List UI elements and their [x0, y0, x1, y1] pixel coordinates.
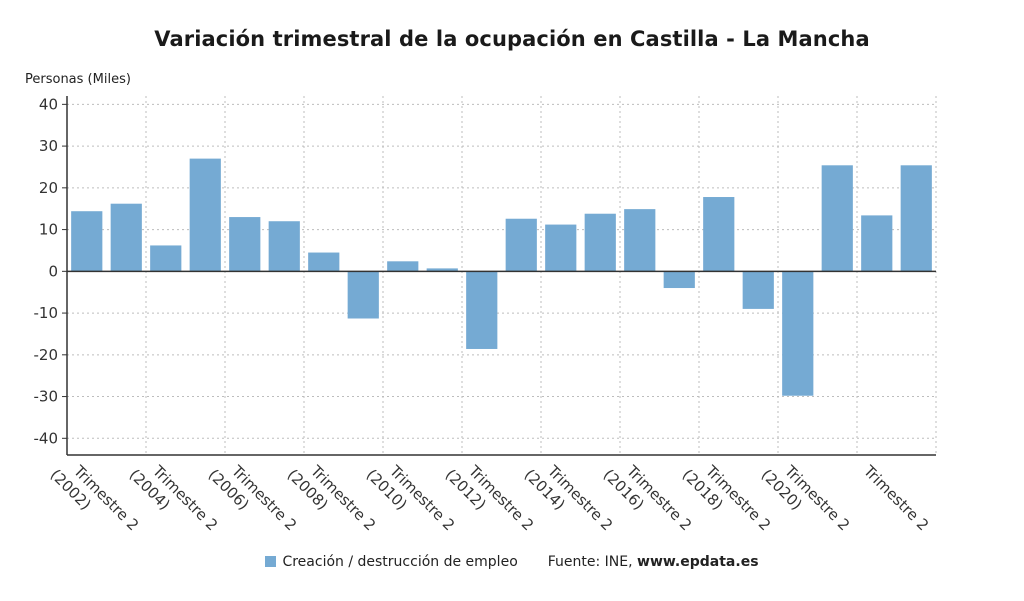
bar — [861, 215, 893, 272]
bar — [663, 271, 695, 289]
bar — [742, 271, 774, 309]
x-tick-label: Trimestre 2(2012) — [442, 461, 538, 534]
x-tick-label: Trimestre 2(2006) — [205, 461, 301, 534]
y-tick-label: 30 — [39, 137, 58, 155]
y-tick-label: 10 — [39, 221, 58, 239]
source-link[interactable]: www.epdata.es — [637, 554, 759, 570]
bar — [466, 271, 498, 349]
legend: Creación / destrucción de empleo Fuente: … — [0, 554, 1024, 570]
bar — [308, 252, 340, 272]
bar — [110, 203, 142, 272]
x-tick-label: Trimestre 2(2018) — [679, 461, 775, 534]
y-tick-label: -10 — [34, 304, 59, 322]
bar — [150, 245, 182, 272]
legend-series-label: Creación / destrucción de empleo — [282, 554, 518, 570]
y-axis-unit-label: Personas (Miles) — [25, 72, 131, 87]
x-tick-label: Trimestre 2(2014) — [521, 461, 617, 534]
x-tick-label-line1: Trimestre 2 — [859, 461, 932, 534]
y-tick-labels: 40 30 20 10 0 -10 -20 -30 -40 — [34, 95, 59, 447]
bar — [268, 221, 300, 272]
bar — [505, 218, 537, 272]
x-tick-label: Trimestre 2(2004) — [126, 461, 222, 534]
bar — [782, 271, 814, 396]
bar — [900, 165, 932, 272]
bars — [71, 158, 932, 396]
bar — [347, 271, 379, 319]
bar — [229, 217, 261, 272]
x-tick-label: Trimestre 2(2020) — [758, 461, 854, 534]
legend-swatch — [265, 556, 277, 567]
bar — [189, 158, 221, 272]
x-tick-labels: Trimestre 2(2002) Trimestre 2(2004) Trimes… — [47, 461, 933, 534]
y-tick-label: -40 — [34, 429, 59, 447]
source-prefix: Fuente: INE, — [547, 554, 638, 570]
chart-title: Variación trimestral de la ocupación en … — [154, 27, 870, 51]
y-tick-label: -30 — [34, 388, 59, 406]
x-tick-label: Trimestre 2(2008) — [284, 461, 380, 534]
bar — [71, 211, 103, 272]
y-tick-label: -20 — [34, 346, 59, 364]
bar — [387, 261, 419, 272]
y-tick-label: 20 — [39, 179, 58, 197]
bar — [821, 165, 853, 272]
axes — [62, 96, 936, 456]
y-tick-label: 0 — [48, 262, 58, 280]
x-tick-label: Trimestre 2(2010) — [363, 461, 459, 534]
bar — [584, 213, 616, 272]
bar — [545, 224, 577, 272]
y-tick-label: 40 — [39, 95, 58, 113]
x-tick-label: Trimestre 2 — [859, 461, 932, 534]
x-tick-label: Trimestre 2(2016) — [600, 461, 696, 534]
bar — [703, 197, 735, 272]
bar — [426, 268, 458, 272]
bar — [624, 209, 656, 272]
x-tick-label: Trimestre 2(2002) — [47, 461, 143, 534]
